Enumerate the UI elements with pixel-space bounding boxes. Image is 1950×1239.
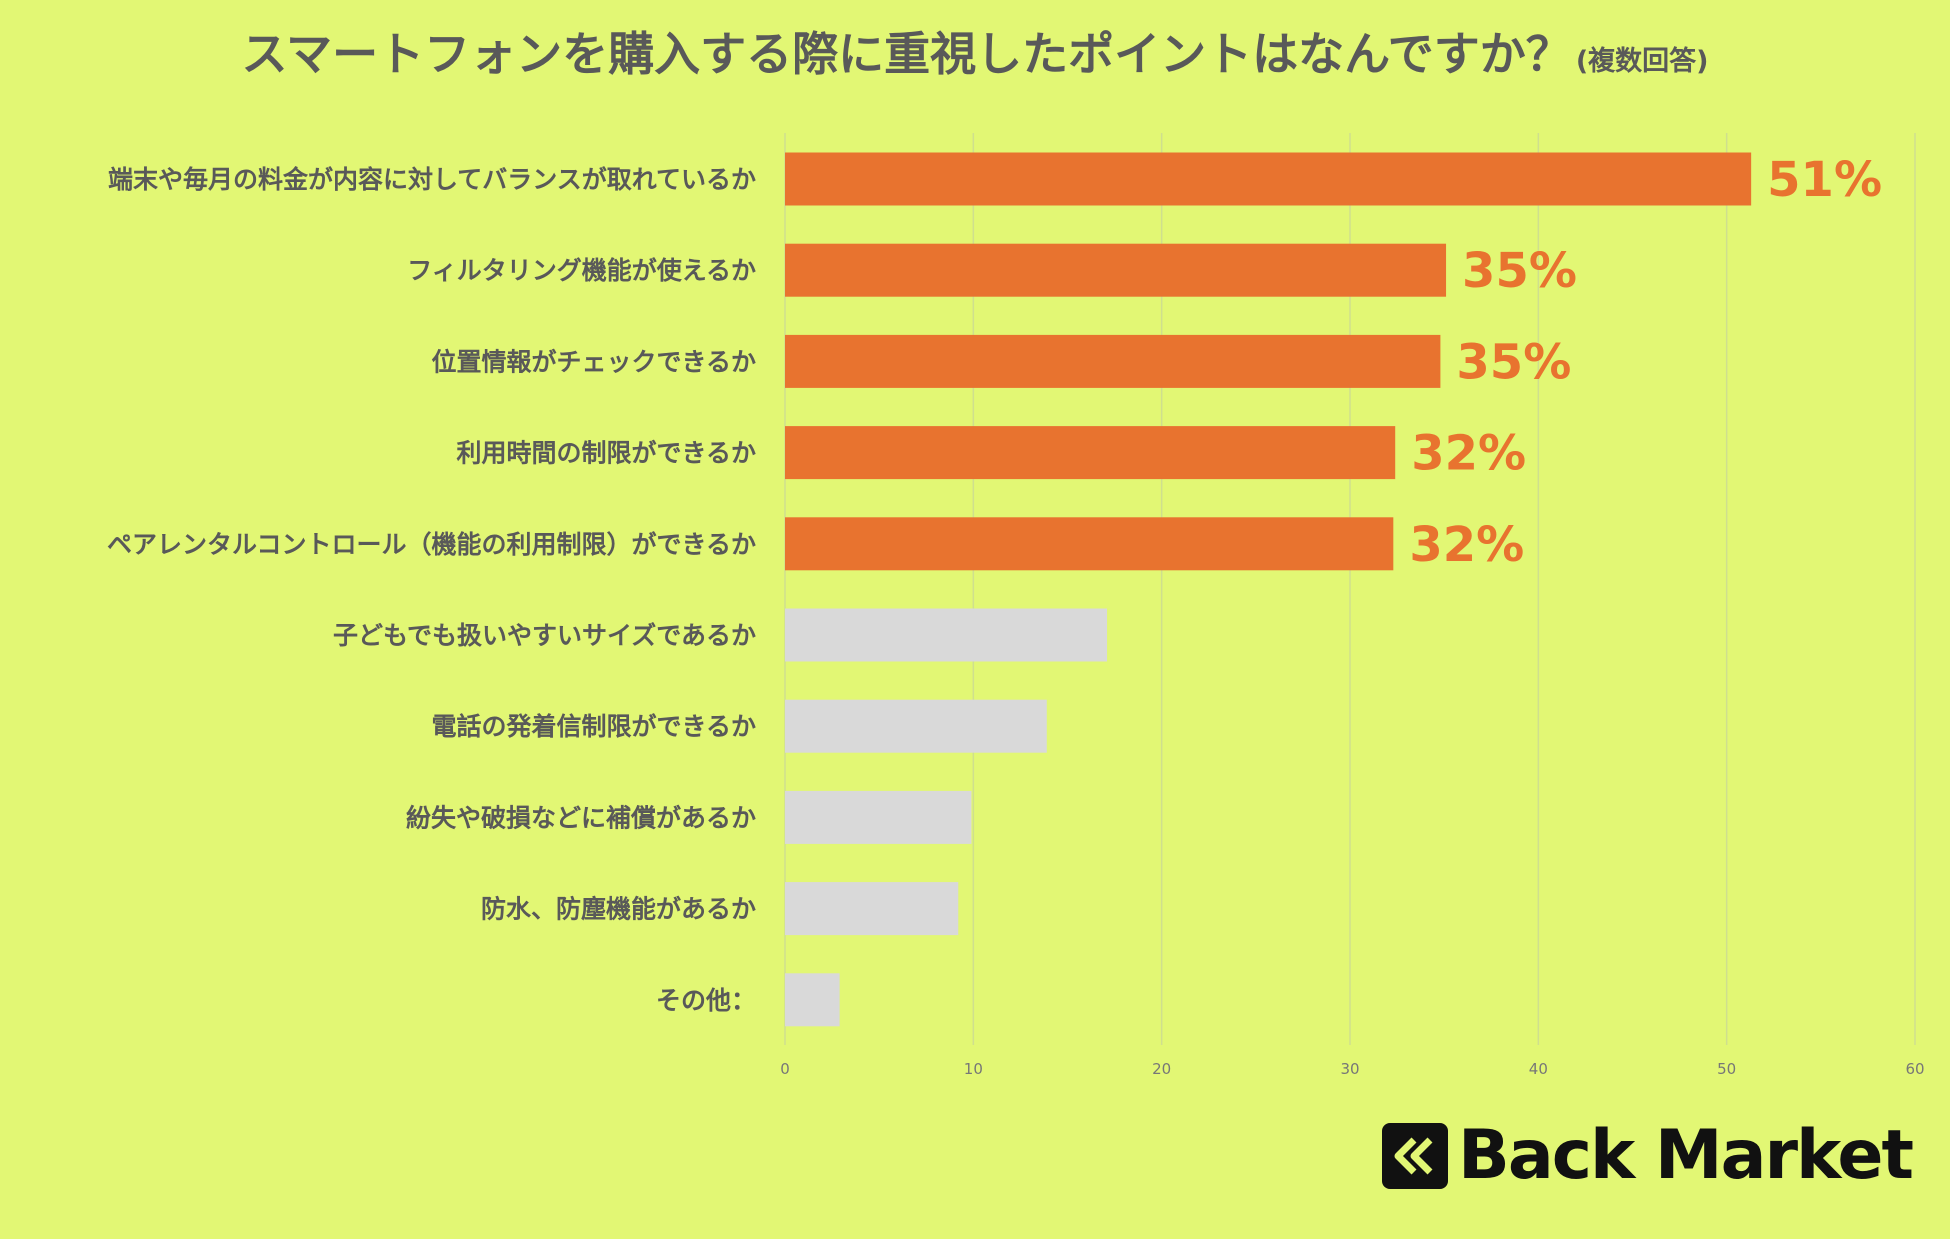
category-label: 電話の発着信制限ができるか — [431, 712, 756, 741]
bar — [785, 152, 1752, 206]
category-label: 端末や毎月の料金が内容に対してバランスが取れているか — [108, 165, 756, 194]
chart-title: スマートフォンを購入する際に重視したポイントはなんですか？ — [241, 27, 1572, 81]
data-label: 32% — [1411, 426, 1526, 482]
brand-wordmark: Back Market — [1458, 1116, 1914, 1195]
chart-subtitle: (複数回答) — [1575, 46, 1709, 77]
bar — [785, 790, 972, 844]
x-tick-label: 50 — [1717, 1060, 1736, 1078]
data-label: 35% — [1462, 243, 1577, 299]
category-label: 防水、防塵機能があるか — [481, 895, 756, 924]
x-tick-label: 40 — [1529, 1060, 1548, 1078]
bar — [785, 517, 1394, 571]
data-label: 35% — [1456, 334, 1571, 390]
bar — [785, 973, 840, 1027]
bar — [785, 882, 959, 936]
x-tick-label: 0 — [780, 1060, 790, 1078]
x-tick-label: 30 — [1340, 1060, 1359, 1078]
bar — [785, 426, 1396, 480]
bar — [785, 699, 1047, 753]
bar — [785, 243, 1447, 297]
x-tick-label: 60 — [1905, 1060, 1924, 1078]
category-label: 紛失や破損などに補償があるか — [406, 803, 756, 832]
data-label: 51% — [1767, 152, 1882, 208]
x-tick-label: 20 — [1152, 1060, 1171, 1078]
data-label: 32% — [1409, 517, 1524, 573]
category-label: その他： — [656, 986, 756, 1015]
back-market-chevron-logo-icon — [1382, 1123, 1448, 1189]
brand-logo: Back Market — [1382, 1116, 1914, 1195]
chart-title-block: スマートフォンを購入する際に重視したポイントはなんですか？ (複数回答) — [0, 18, 1950, 84]
category-label: 利用時間の制限ができるか — [456, 439, 756, 468]
category-label: 子どもでも扱いやすいサイズであるか — [333, 621, 756, 650]
category-label: フィルタリング機能が使えるか — [407, 256, 756, 285]
x-tick-label: 10 — [964, 1060, 983, 1078]
category-label: 位置情報がチェックできるか — [431, 347, 756, 376]
bar — [785, 608, 1108, 662]
bar — [785, 334, 1441, 388]
category-label: ペアレンタルコントロール（機能の利用制限）ができるか — [107, 530, 756, 559]
